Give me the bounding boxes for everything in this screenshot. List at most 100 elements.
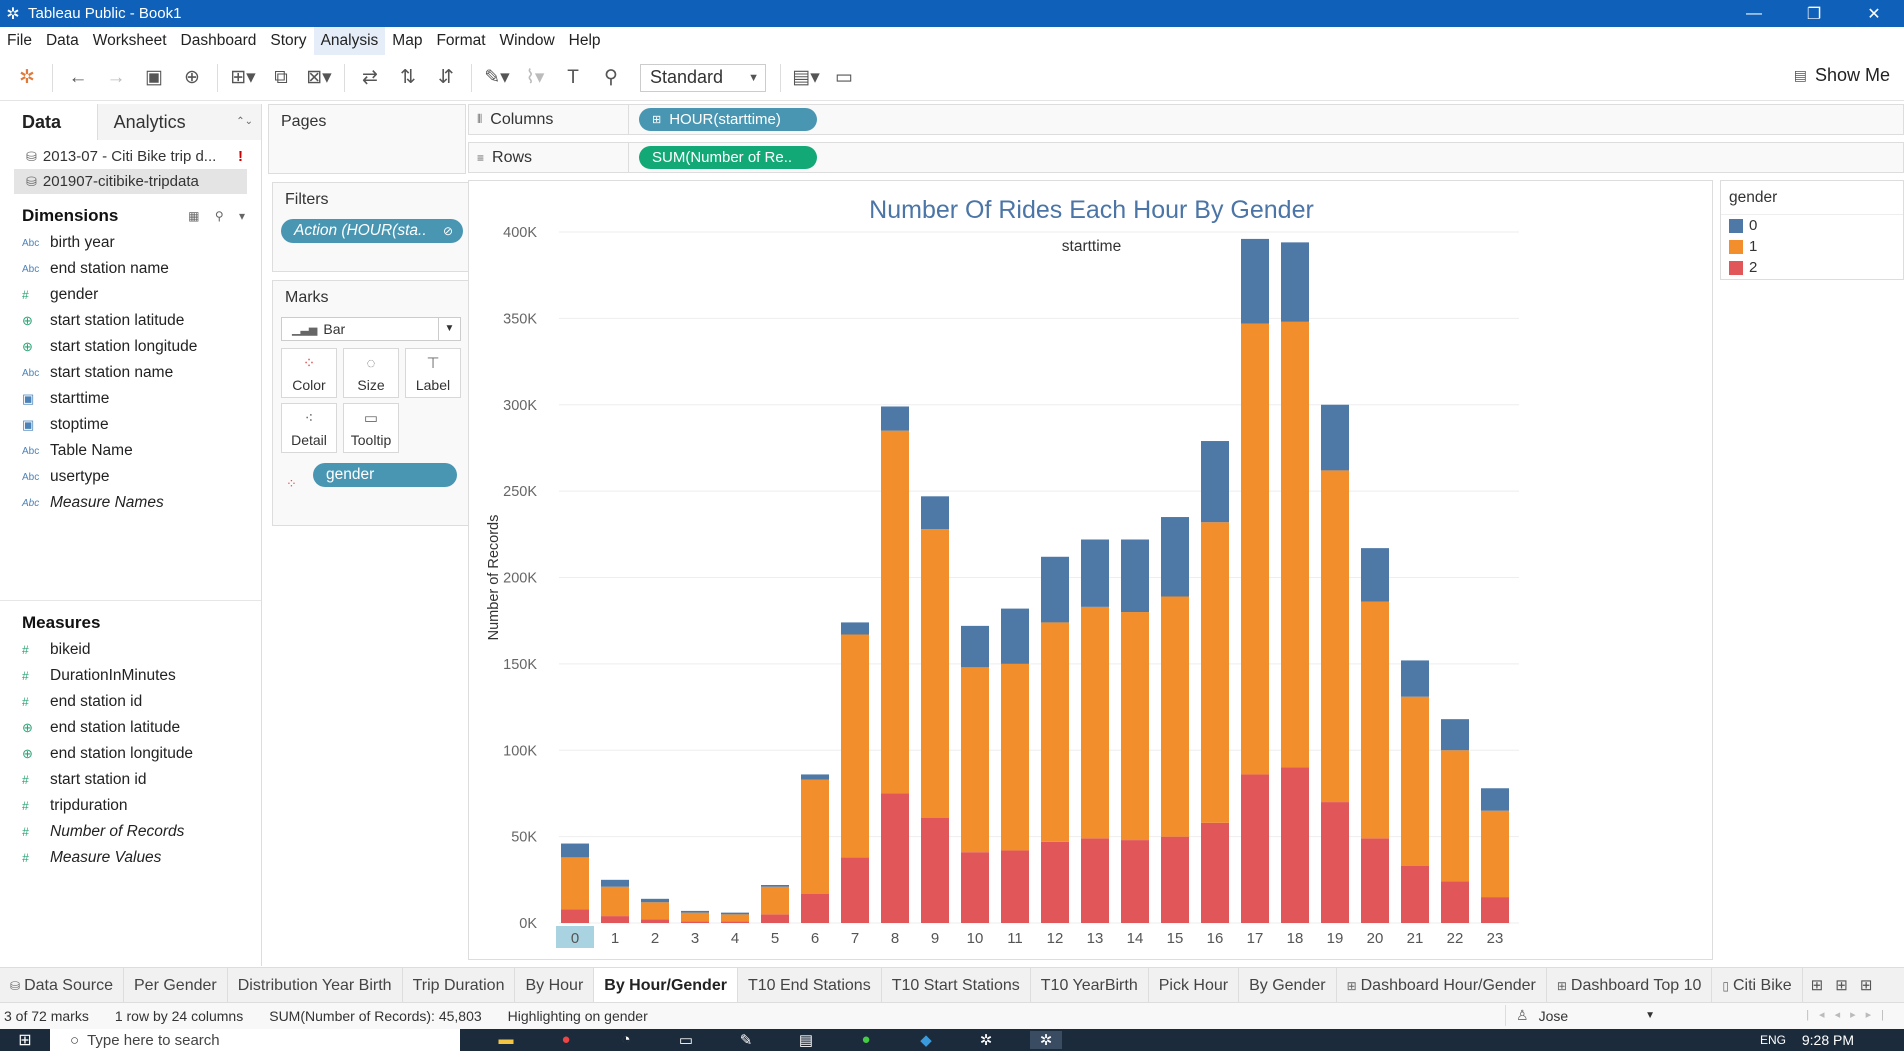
windows-start-icon[interactable]: ⊞ <box>18 1032 32 1049</box>
bar-segment[interactable] <box>921 817 949 923</box>
bar-segment[interactable] <box>1401 865 1429 923</box>
tab-analytics[interactable]: Analytics ⌃⌄ <box>96 104 261 140</box>
legend-item[interactable]: 1 <box>1721 236 1903 257</box>
field-item[interactable]: # bikeid <box>0 637 261 663</box>
field-item[interactable]: Abc end station name <box>0 256 261 282</box>
new-story-icon[interactable]: ⊞ <box>1859 977 1873 994</box>
field-item[interactable]: Abc start station name <box>0 360 261 386</box>
menu-data[interactable]: Data <box>45 32 79 49</box>
bar-segment[interactable] <box>1281 242 1309 322</box>
menu-window[interactable]: Window <box>499 32 555 49</box>
bar-segment[interactable] <box>1001 663 1029 851</box>
bar-segment[interactable] <box>1161 517 1189 597</box>
bar-segment[interactable] <box>641 902 669 920</box>
bar-segment[interactable] <box>801 779 829 894</box>
whatsapp-icon[interactable]: ● <box>861 1031 871 1048</box>
sheet-tab[interactable]: Distribution Year Birth <box>228 967 403 1003</box>
mark-type-dropdown[interactable]: ▁▃▅ Bar ▼ <box>281 317 461 341</box>
bar-segment[interactable] <box>761 886 789 915</box>
bar-segment[interactable] <box>801 774 829 780</box>
bar-segment[interactable] <box>1201 822 1229 923</box>
bar-segment[interactable] <box>961 667 989 853</box>
restore-button[interactable]: ❐ <box>1806 5 1822 23</box>
minimize-button[interactable]: — <box>1746 4 1762 22</box>
bar-segment[interactable] <box>1321 404 1349 471</box>
detail-button[interactable]: ⁖ Detail <box>281 403 337 453</box>
menu-analysis[interactable]: Analysis <box>313 27 386 55</box>
sort-ascending-icon[interactable]: ⇅ <box>400 67 416 88</box>
bar-segment[interactable] <box>1441 719 1469 751</box>
bar-segment[interactable] <box>1481 788 1509 811</box>
menu-help[interactable]: Help <box>568 32 601 49</box>
sheet-tab[interactable]: ⛁ Data Source <box>0 967 124 1003</box>
bar-segment[interactable] <box>1281 767 1309 923</box>
bar-segment[interactable] <box>1041 841 1069 923</box>
vscode-icon[interactable]: ◆ <box>920 1032 932 1049</box>
bar-segment[interactable] <box>1121 612 1149 841</box>
menu-format[interactable]: Format <box>436 32 486 49</box>
sheet-tab[interactable]: T10 End Stations <box>738 967 882 1003</box>
tab-data[interactable]: Data <box>0 104 97 140</box>
notes-icon[interactable]: ▤ <box>798 1032 814 1049</box>
highlight-icon[interactable]: ✎▾ <box>484 67 510 88</box>
bar-segment[interactable] <box>841 634 869 858</box>
sheet-tab[interactable]: ⊞ Dashboard Top 10 <box>1547 967 1713 1003</box>
menu-map[interactable]: Map <box>392 32 423 49</box>
bar-segment[interactable] <box>1121 840 1149 923</box>
sheet-tab[interactable]: Trip Duration <box>403 967 516 1003</box>
language-indicator[interactable]: ENG <box>1759 1033 1786 1047</box>
size-button[interactable]: ◌ Size <box>343 348 399 398</box>
bar-segment[interactable] <box>1121 539 1149 613</box>
sheet-tab[interactable]: T10 YearBirth <box>1031 967 1149 1003</box>
fit-dropdown[interactable]: Standard ▼ <box>640 63 766 92</box>
new-dashboard-icon[interactable]: ⊞ <box>1835 977 1848 994</box>
bar-segment[interactable] <box>641 898 669 903</box>
group-members-icon[interactable]: ⌇▾ <box>525 67 545 88</box>
bar-segment[interactable] <box>601 886 629 917</box>
bar-segment[interactable] <box>1241 238 1269 324</box>
tableau-public-icon[interactable]: ✲ <box>1030 1031 1062 1049</box>
bar-segment[interactable] <box>1201 522 1229 823</box>
bar-segment[interactable] <box>1161 596 1189 837</box>
field-item[interactable]: # end station id <box>0 689 261 715</box>
bar-segment[interactable] <box>721 914 749 922</box>
field-item[interactable]: Abc Measure Names <box>0 490 261 516</box>
sheet-tab[interactable]: Pick Hour <box>1149 967 1240 1003</box>
sheet-tab[interactable]: Per Gender <box>124 967 228 1003</box>
columns-pill[interactable]: ⊞ HOUR(starttime) <box>639 108 817 131</box>
bar-segment[interactable] <box>961 852 989 923</box>
bar-segment[interactable] <box>721 921 749 923</box>
label-button[interactable]: ⊤ Label <box>405 348 461 398</box>
bar-segment[interactable] <box>1441 750 1469 882</box>
new-datasource-icon[interactable]: ⊕ <box>184 67 200 88</box>
bar-segment[interactable] <box>1161 836 1189 923</box>
menu-dashboard[interactable]: Dashboard <box>180 32 257 49</box>
tooltip-button[interactable]: ▭ Tooltip <box>343 403 399 453</box>
bar-segment[interactable] <box>881 430 909 794</box>
bar-segment[interactable] <box>801 893 829 923</box>
taskbar-search[interactable]: ○ Type here to search <box>50 1029 460 1051</box>
bar-segment[interactable] <box>1401 696 1429 866</box>
field-item[interactable]: Abc birth year <box>0 230 261 256</box>
bar-segment[interactable] <box>1081 539 1109 607</box>
bar-segment[interactable] <box>1401 660 1429 697</box>
bar-segment[interactable] <box>881 406 909 431</box>
field-item[interactable]: ⊕ start station latitude <box>0 308 261 334</box>
user-menu[interactable]: ♙ Jose ▼ <box>1505 1005 1655 1026</box>
datasource-item-selected[interactable]: ⛁ 201907-citibike-tripdata <box>14 169 247 194</box>
color-button[interactable]: ⁘ Color <box>281 348 337 398</box>
bar-segment[interactable] <box>1321 470 1349 803</box>
datasource-item[interactable]: ⛁ 2013-07 - Citi Bike trip d... ! <box>0 144 261 169</box>
sheet-tab[interactable]: ⊞ Dashboard Hour/Gender <box>1337 967 1547 1003</box>
field-item[interactable]: # tripduration <box>0 793 261 819</box>
chrome-icon[interactable]: ● <box>561 1031 571 1048</box>
bar-segment[interactable] <box>961 625 989 668</box>
bar-segment[interactable] <box>1281 321 1309 768</box>
pages-card[interactable]: Pages <box>268 104 466 174</box>
sheet-tab[interactable]: By Hour <box>515 967 595 1003</box>
bar-segment[interactable] <box>841 622 869 635</box>
bar-segment[interactable] <box>1041 556 1069 623</box>
undo-icon[interactable]: ← <box>68 66 88 88</box>
bar-segment[interactable] <box>761 884 789 887</box>
bar-segment[interactable] <box>641 919 669 923</box>
